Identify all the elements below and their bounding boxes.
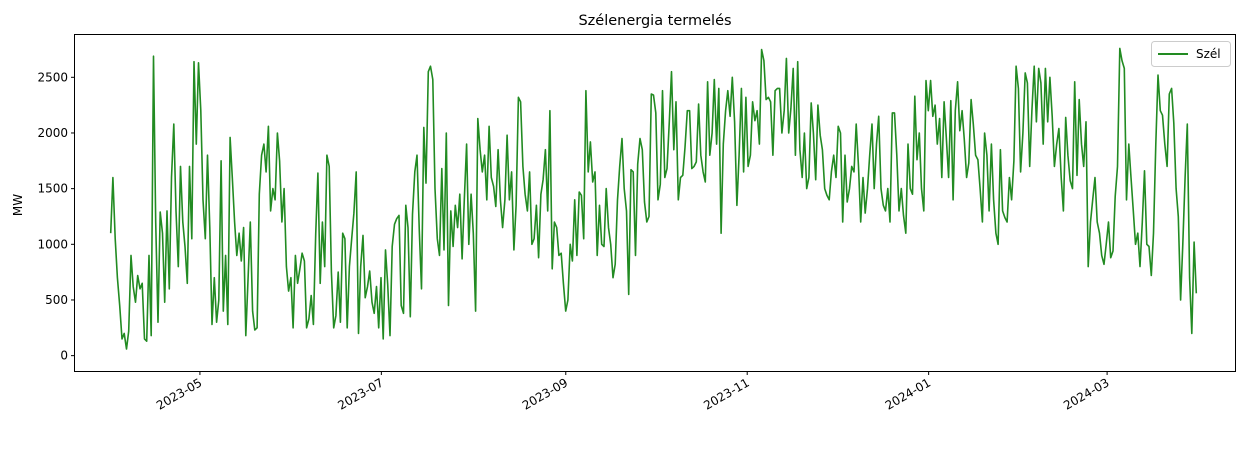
y-tick-label: 2000 [37, 126, 68, 140]
x-tick-label: 2023-05 [154, 375, 204, 412]
x-tick-label: 2023-07 [335, 375, 385, 412]
legend-frame [1151, 41, 1231, 67]
chart-title: Szélenergia termelés [578, 13, 731, 29]
y-tick-label: 1000 [37, 237, 68, 251]
x-tick-label: 2023-09 [520, 375, 570, 412]
plot-area [109, 47, 1198, 350]
series-line-0 [109, 47, 1198, 350]
legend: Szél [1151, 41, 1231, 67]
y-tick-label: 1500 [37, 182, 68, 196]
x-tick-label: 2023-11 [701, 375, 751, 412]
y-tick-label: 500 [45, 293, 68, 307]
plot-frame [74, 34, 1236, 372]
legend-label-szel: Szél [1196, 47, 1221, 61]
y-tick-label: 2500 [37, 70, 68, 84]
y-tick-label: 0 [60, 349, 68, 363]
x-tick-label: 2024-03 [1061, 375, 1111, 412]
x-tick-label: 2024-01 [883, 375, 933, 412]
y-axis-label: MW [11, 194, 25, 216]
x-axis: 2023-05 2023-07 2023-09 2023-11 2024-01 2024-… [154, 371, 1112, 413]
y-axis: 0 500 1000 1500 2000 2500 [37, 70, 75, 363]
